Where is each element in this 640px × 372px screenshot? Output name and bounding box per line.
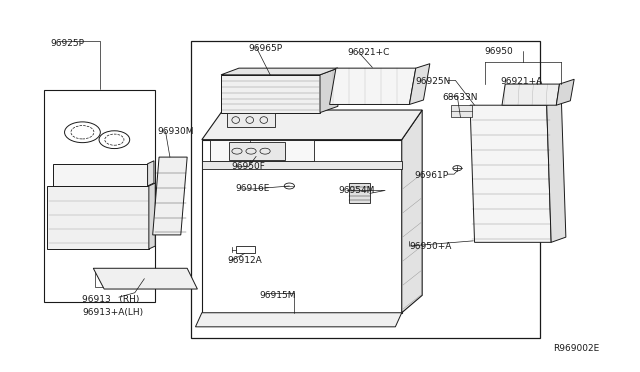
Polygon shape [227,113,275,128]
Text: 96916E: 96916E [236,185,270,193]
Text: 96921+C: 96921+C [348,48,390,57]
Text: 96950: 96950 [484,47,513,56]
Text: 96950+A: 96950+A [410,241,452,250]
Polygon shape [470,105,551,242]
Polygon shape [221,68,338,75]
Polygon shape [221,75,320,113]
Text: 96930M: 96930M [157,126,194,136]
Polygon shape [202,161,402,169]
Polygon shape [202,140,402,313]
Polygon shape [153,157,187,235]
Polygon shape [53,164,148,186]
Polygon shape [320,68,338,113]
Bar [236,246,255,253]
Text: 96912A: 96912A [227,256,262,265]
Polygon shape [502,84,559,105]
Text: 96950F: 96950F [232,162,266,171]
Text: 96915M: 96915M [259,291,296,300]
Text: 96925P: 96925P [51,39,84,48]
Polygon shape [202,110,422,140]
Bar [44,90,156,302]
Polygon shape [556,79,574,105]
Polygon shape [149,183,156,249]
Polygon shape [451,105,472,118]
Text: 96925N: 96925N [416,77,451,86]
Polygon shape [402,110,422,313]
Text: 96954M: 96954M [338,186,374,195]
Text: 96913+A(LH): 96913+A(LH) [83,308,143,317]
Text: 96965P: 96965P [248,44,283,52]
Bar [191,41,540,338]
Polygon shape [148,161,154,186]
Polygon shape [93,268,197,289]
Polygon shape [210,140,314,161]
Polygon shape [229,142,285,160]
Polygon shape [547,101,566,242]
Polygon shape [195,313,402,327]
Polygon shape [410,64,430,105]
Polygon shape [349,183,370,203]
Text: 96961P: 96961P [415,171,449,180]
Bar [95,271,103,287]
Text: 96913   (RH): 96913 (RH) [83,295,140,304]
Text: R969002E: R969002E [553,344,599,353]
Text: 96921+A: 96921+A [500,77,542,86]
Polygon shape [47,186,149,249]
Text: 68633N: 68633N [443,93,478,102]
Polygon shape [330,68,416,105]
